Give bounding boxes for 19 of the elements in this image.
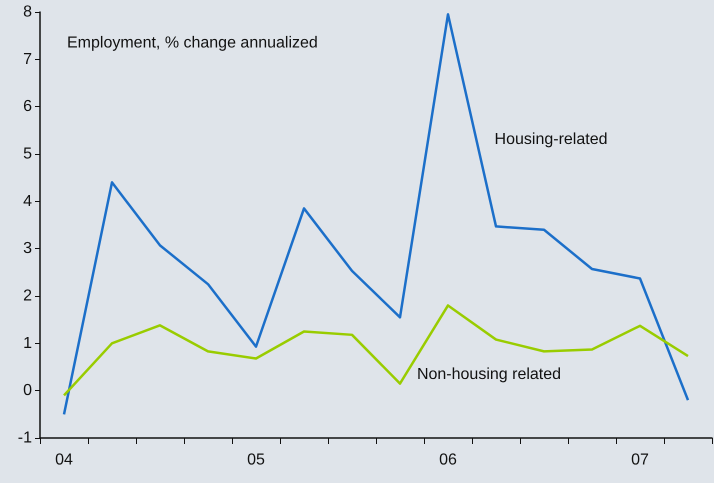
y-tick-label: 4 xyxy=(23,192,32,210)
y-tick-label: 3 xyxy=(23,240,32,258)
y-tick-label: 7 xyxy=(23,50,32,68)
x-tick-label: 06 xyxy=(439,452,457,468)
x-tick-label: 04 xyxy=(55,452,73,468)
text: Employment, % change annualized xyxy=(67,34,318,52)
y-tick-label: 6 xyxy=(23,98,32,116)
series-label: Non-housing related xyxy=(416,366,562,383)
y-tick-label: 8 xyxy=(23,4,32,20)
series-label: Housing-related xyxy=(494,130,608,148)
y-tick-label: 1 xyxy=(23,334,32,352)
x-tick-label: 07 xyxy=(631,452,649,468)
x-tick-label: 05 xyxy=(247,452,265,468)
y-tick-label: 5 xyxy=(23,146,32,162)
line-series xyxy=(62,13,690,416)
y-tick-label: -1 xyxy=(18,430,32,446)
y-tick-label: 0 xyxy=(23,382,32,400)
y-tick-label: 2 xyxy=(23,288,32,304)
line-series xyxy=(62,304,690,397)
